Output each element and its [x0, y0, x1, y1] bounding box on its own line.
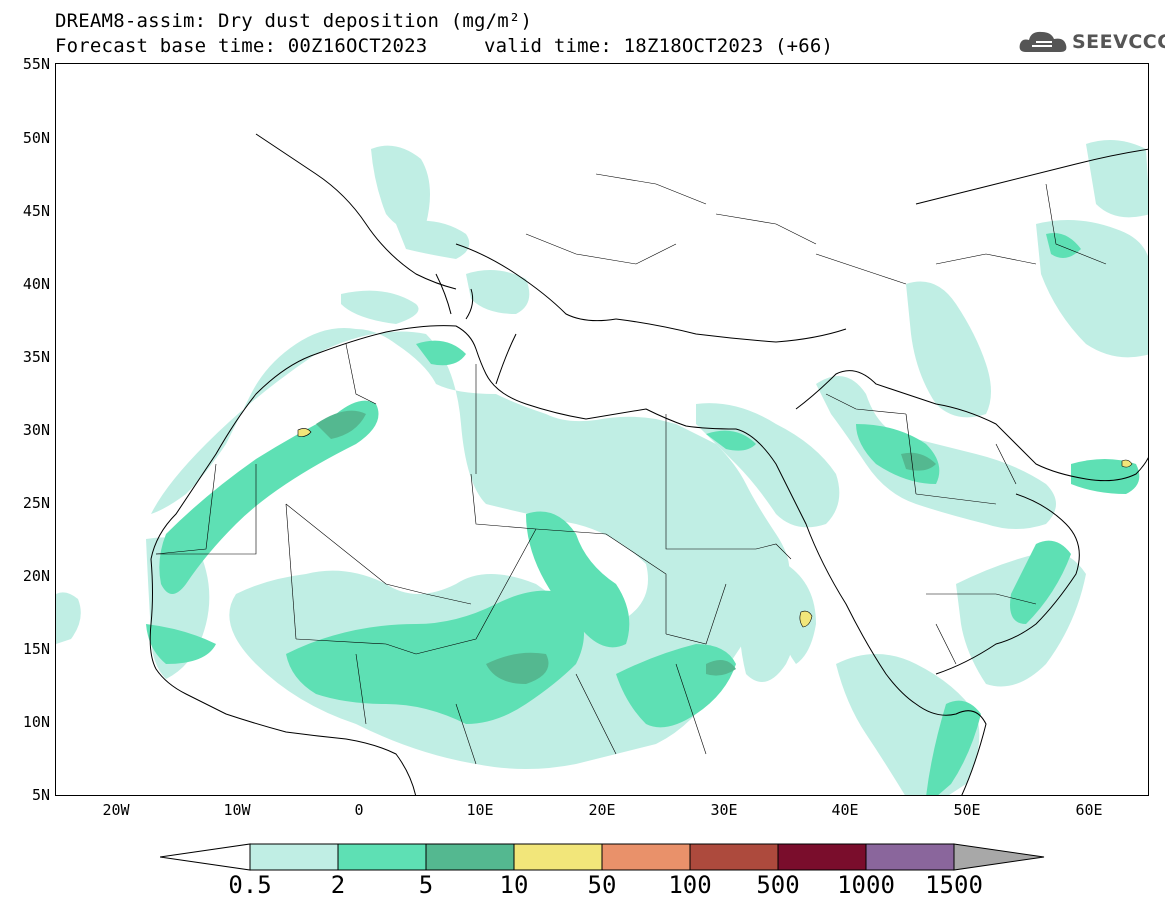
lon-label-20w: 20W	[102, 801, 130, 819]
lon-label-40e: 40E	[831, 801, 859, 819]
legend-label-50: 50	[587, 871, 617, 899]
colorbar-swatch-50-100	[601, 843, 691, 871]
seevccc-logo: SEEVCCC	[1018, 28, 1165, 58]
colorbar-over-triangle	[953, 843, 1045, 871]
dust-shading-level-1	[56, 140, 1148, 795]
lat-label-20n: 20N	[22, 567, 50, 585]
lat-label-30n: 30N	[22, 421, 50, 439]
forecast-base-time: Forecast base time: 00Z16OCT2023	[55, 35, 428, 57]
colorbar-swatch-100-500	[689, 843, 779, 871]
legend-label-100: 100	[668, 871, 712, 899]
lon-label-60e: 60E	[1075, 801, 1103, 819]
lon-label-50e: 50E	[953, 801, 981, 819]
legend-label-1000: 1000	[837, 871, 895, 899]
coastlines	[149, 133, 1148, 795]
dust-shading-level-3	[316, 410, 936, 684]
legend-label-5: 5	[418, 871, 434, 899]
lon-label-10w: 10W	[223, 801, 251, 819]
lat-label-15n: 15N	[22, 640, 50, 658]
legend-label-0.5: 0.5	[228, 871, 272, 899]
lon-label-20e: 20E	[588, 801, 616, 819]
colorbar-swatch-2-5	[337, 843, 427, 871]
lat-label-5n: 5N	[31, 786, 50, 804]
lat-label-25n: 25N	[22, 494, 50, 512]
lat-label-35n: 35N	[22, 348, 50, 366]
colorbar-swatch-5-10	[425, 843, 515, 871]
legend-label-2: 2	[330, 871, 346, 899]
lat-label-50n: 50N	[22, 129, 50, 147]
colorbar-swatch-0.5-2	[249, 843, 339, 871]
lat-label-55n: 55N	[22, 55, 50, 73]
country-borders	[155, 173, 1107, 765]
lon-label-0: 0	[354, 801, 364, 819]
colorbar-swatch-500-1000	[777, 843, 867, 871]
colorbar-swatch-10-50	[513, 843, 603, 871]
map-canvas	[56, 133, 1148, 795]
colorbar-swatch-1000-1500	[865, 843, 955, 871]
dust-shading-level-4	[297, 428, 1133, 628]
lat-label-10n: 10N	[22, 713, 50, 731]
lat-label-40n: 40N	[22, 275, 50, 293]
map-title: DREAM8-assim: Dry dust deposition (mg/m²…	[55, 10, 533, 32]
logo-text: SEEVCCC	[1072, 31, 1165, 53]
lon-label-30e: 30E	[710, 801, 738, 819]
colorbar-under-triangle	[160, 843, 251, 871]
legend-label-1500: 1500	[925, 871, 983, 899]
lat-label-45n: 45N	[22, 202, 50, 220]
colorbar-legend	[160, 843, 1045, 871]
valid-time: valid time: 18Z18OCT2023 (+66)	[484, 35, 834, 57]
legend-label-500: 500	[756, 871, 800, 899]
lon-label-10e: 10E	[466, 801, 494, 819]
map-area	[55, 63, 1149, 796]
cloud-logo-icon	[1019, 31, 1067, 52]
legend-label-10: 10	[499, 871, 529, 899]
